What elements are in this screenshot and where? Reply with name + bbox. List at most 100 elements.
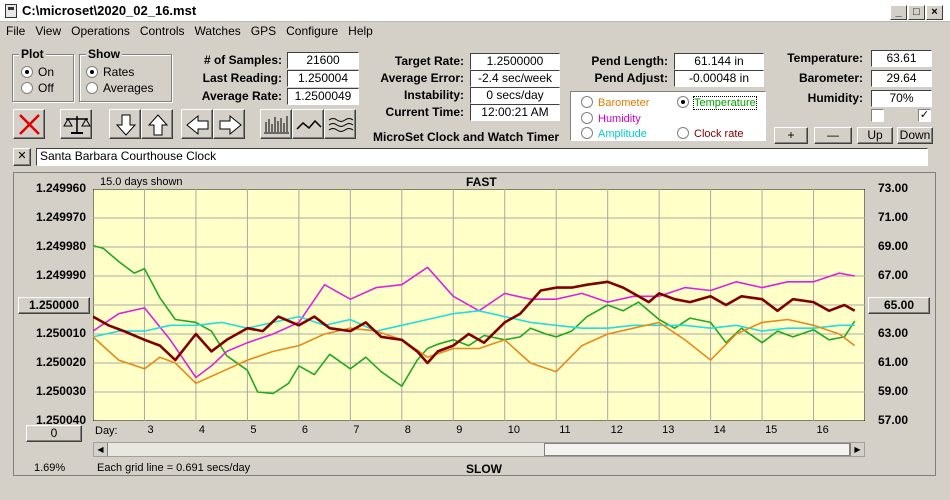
- right-tick-label: 71.00: [877, 210, 908, 224]
- show-group: Show Rates Averages: [79, 47, 172, 102]
- right-tick-label: 73.00: [877, 181, 908, 195]
- zero-button[interactable]: 0: [26, 425, 82, 442]
- title-bar: C:\microset\2020_02_16.mst _ □ ×: [0, 0, 950, 22]
- right-arrow-button[interactable]: [213, 109, 245, 139]
- center-rate-button[interactable]: 1.250000: [18, 297, 90, 314]
- wave-plot-button[interactable]: [324, 109, 356, 139]
- menu-help[interactable]: Help: [348, 24, 373, 38]
- scale-plus-button[interactable]: +: [774, 127, 808, 144]
- day-tick-label: 5: [250, 424, 257, 436]
- balance-scale-icon: [63, 116, 91, 134]
- close-window-button[interactable]: ×: [926, 5, 943, 20]
- average-error-label: Average Error:: [380, 71, 464, 85]
- right-arrow-icon: [219, 114, 242, 136]
- right-tick-label: 59.00: [877, 384, 908, 398]
- fast-label: FAST: [466, 175, 497, 189]
- window-title: C:\microset\2020_02_16.mst: [22, 3, 197, 18]
- series-clock-rate: [93, 280, 856, 365]
- plot-on-radio[interactable]: On: [21, 65, 54, 81]
- left-tick-label: 1.249960: [35, 181, 86, 195]
- bar-plot-icon: [264, 116, 289, 134]
- down-arrow-icon: [115, 114, 137, 136]
- minimize-button[interactable]: _: [890, 5, 907, 20]
- days-shown-label: 15.0 days shown: [100, 176, 183, 188]
- watch-name-input[interactable]: Santa Barbara Courthouse Clock: [36, 148, 928, 166]
- plot-humidity-radio[interactable]: Humidity: [581, 112, 641, 128]
- line-plot-button[interactable]: [292, 109, 324, 139]
- instability-value: 0 secs/day: [470, 87, 560, 104]
- humidity-label: Humidity:: [807, 91, 863, 105]
- graph-frame: [13, 172, 936, 476]
- menu-operations[interactable]: Operations: [71, 24, 130, 38]
- wave-icon: [328, 118, 354, 132]
- radio-unselected-icon: [581, 127, 593, 139]
- day-tick-label: 16: [816, 424, 829, 436]
- left-tick-label: 1.249990: [35, 268, 86, 282]
- show-rates-label: Rates: [103, 65, 135, 79]
- show-averages-radio[interactable]: Averages: [86, 81, 153, 97]
- menu-file[interactable]: File: [6, 24, 26, 38]
- scale-up-button[interactable]: Up: [857, 127, 893, 144]
- balance-button[interactable]: [60, 109, 92, 139]
- day-tick-label: 3: [147, 424, 154, 436]
- radio-unselected-icon: [86, 82, 98, 94]
- radio-selected-icon: [86, 66, 98, 78]
- slow-label: SLOW: [466, 462, 502, 476]
- horizontal-scrollbar[interactable]: ◀ ▶: [93, 442, 865, 457]
- day-tick-label: 7: [353, 424, 360, 436]
- target-rate-value: 1.2500000: [470, 53, 560, 70]
- menu-view[interactable]: View: [35, 24, 62, 38]
- series-amplitude: [93, 310, 855, 338]
- pend-adjust-label: Pend Adjust:: [594, 71, 668, 85]
- pend-adjust-value: -0.00048 in: [674, 70, 764, 87]
- plot-barometer-radio[interactable]: Barometer: [581, 96, 649, 112]
- down-arrow-button[interactable]: [109, 109, 141, 139]
- average-rate-value: 1.2500049: [287, 88, 359, 105]
- line-plot-icon: [296, 119, 322, 130]
- series-barometer: [93, 318, 856, 385]
- menu-watches[interactable]: Watches: [194, 24, 241, 38]
- day-tick-label: 14: [713, 424, 726, 436]
- plot-temperature-label: Temperature: [693, 96, 757, 110]
- maximize-button[interactable]: □: [908, 5, 925, 20]
- plot-group: Plot On Off: [12, 47, 74, 102]
- menu-controls[interactable]: Controls: [139, 24, 185, 38]
- radio-unselected-icon: [581, 96, 593, 108]
- app-icon: [5, 4, 17, 18]
- temperature-label: Temperature:: [787, 51, 863, 65]
- center-env-button[interactable]: 65.00: [868, 297, 930, 314]
- left-tick-label: 1.249970: [35, 210, 86, 224]
- checkbox-1[interactable]: [871, 109, 884, 122]
- show-rates-radio[interactable]: Rates: [86, 65, 134, 81]
- up-arrow-button[interactable]: [141, 109, 173, 139]
- checkbox-2[interactable]: ✓: [918, 109, 931, 122]
- scroll-thumb[interactable]: [544, 443, 850, 456]
- scroll-right-icon[interactable]: ▶: [850, 443, 864, 456]
- show-group-title: Show: [86, 47, 122, 61]
- radio-unselected-icon: [21, 82, 33, 94]
- left-arrow-icon: [186, 114, 209, 136]
- scale-minus-button[interactable]: —: [814, 127, 852, 144]
- scale-down-button[interactable]: Down: [897, 127, 933, 144]
- pend-length-label: Pend Length:: [591, 54, 668, 68]
- samples-value: 21600: [287, 52, 359, 69]
- day-tick-label: 4: [198, 424, 206, 436]
- plot-off-label: Off: [38, 81, 54, 95]
- left-arrow-button[interactable]: [181, 109, 213, 139]
- day-tick-label: 12: [610, 424, 623, 436]
- clear-watch-name-button[interactable]: ✕: [13, 148, 31, 166]
- plot-barometer-label: Barometer: [598, 97, 650, 109]
- plot-off-radio[interactable]: Off: [21, 81, 54, 97]
- plot-clock-rate-radio[interactable]: Clock rate: [677, 127, 744, 143]
- scroll-left-icon[interactable]: ◀: [94, 443, 108, 456]
- day-tick-label: 8: [404, 424, 411, 436]
- right-tick-label: 67.00: [877, 268, 908, 282]
- clear-button[interactable]: [13, 109, 45, 139]
- menu-gps[interactable]: GPS: [250, 24, 277, 38]
- bar-plot-button[interactable]: [260, 109, 292, 139]
- plot-amplitude-radio[interactable]: Amplitude: [581, 127, 647, 143]
- left-tick-label: 1.249980: [35, 239, 86, 253]
- plot-temperature-radio[interactable]: Temperature: [677, 96, 757, 112]
- last-reading-label: Last Reading:: [202, 71, 282, 85]
- menu-configure[interactable]: Configure: [286, 24, 339, 38]
